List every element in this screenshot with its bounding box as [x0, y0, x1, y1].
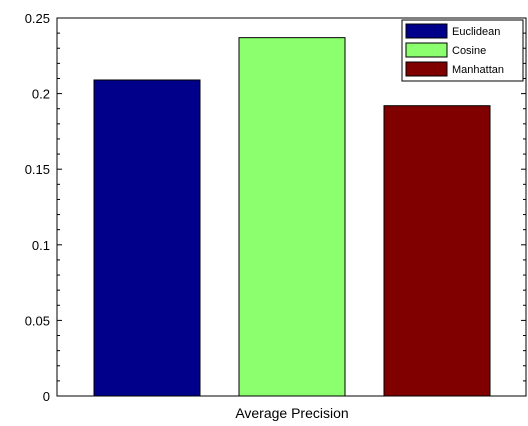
- bar-manhattan: [383, 105, 491, 397]
- legend-label-euclidean: Euclidean: [452, 26, 500, 38]
- legend-label-manhattan: Manhattan: [452, 64, 504, 76]
- x-axis-label: Average Precision: [235, 405, 348, 421]
- bar-euclidean: [93, 79, 201, 397]
- y-tick-label: 0.2: [32, 87, 50, 102]
- y-tick-label: 0: [43, 389, 50, 404]
- y-tick-label: 0.15: [25, 162, 50, 177]
- legend-swatch-cosine: [405, 42, 448, 58]
- y-axis: 0 0.05 0.1 0.15 0.2 0.25: [25, 11, 526, 404]
- bar-cosine: [238, 37, 346, 397]
- legend-swatch-euclidean: [405, 23, 448, 39]
- legend-swatch-manhattan: [405, 61, 448, 77]
- y-tick-label: 0.05: [25, 313, 50, 328]
- legend: Euclidean Cosine Manhattan: [401, 19, 524, 82]
- bars-group: [93, 37, 491, 397]
- y-tick-label: 0.25: [25, 11, 50, 26]
- legend-label-cosine: Cosine: [452, 45, 486, 57]
- y-tick-label: 0.1: [32, 238, 50, 253]
